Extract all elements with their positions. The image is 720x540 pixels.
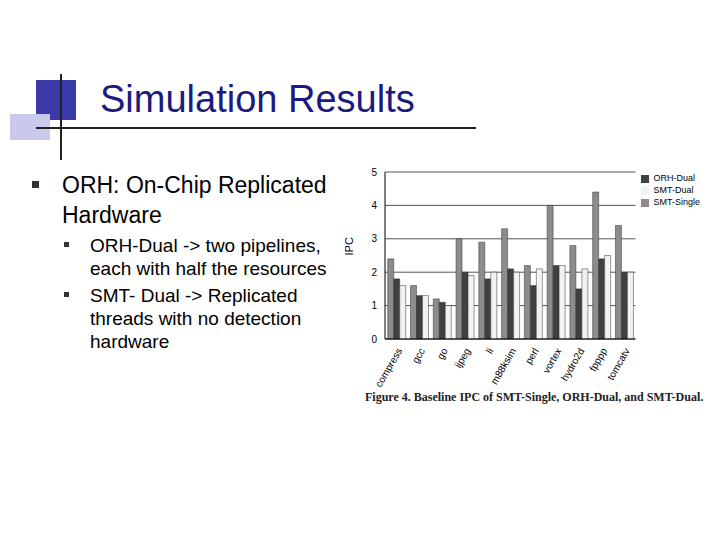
svg-text:4: 4	[371, 200, 377, 211]
svg-text:2: 2	[371, 267, 377, 278]
html-text:Figure 4. Baseline IPC of SMT-: Figure 4. Baseline IPC of SMT-Single, OR…	[365, 390, 704, 404]
svg-text:vortex: vortex	[541, 346, 564, 375]
svg-text:go: go	[435, 346, 450, 362]
svg-text:m88ksim: m88ksim	[489, 346, 519, 386]
svg-text:1: 1	[371, 300, 377, 311]
svg-text:tomcatv: tomcatv	[605, 346, 632, 382]
svg-text:compress: compress	[373, 346, 404, 389]
svg-text:li: li	[484, 346, 496, 355]
html-text:ORH: On-Chip Replicated Hardwa: ORH: On-Chip Replicated Hardware	[62, 172, 327, 228]
html-text:Simulation Results: Simulation Results	[100, 78, 415, 120]
html-text:ORH-Dual -> two pipelines, eac: ORH-Dual -> two pipelines, each with hal…	[90, 235, 327, 279]
svg-text:5: 5	[371, 167, 377, 178]
svg-text:3: 3	[371, 233, 377, 244]
html-text:SMT- Dual -> Replicated thread: SMT- Dual -> Replicated threads with no …	[90, 285, 302, 352]
svg-text:perl: perl	[523, 346, 541, 366]
svg-text:fpppp: fpppp	[587, 346, 609, 374]
svg-text:gcc: gcc	[410, 346, 427, 365]
svg-text:hydro2d: hydro2d	[559, 346, 587, 383]
svg-text:IPC: IPC	[345, 237, 355, 255]
html-text:SMT-Dual: SMT-Dual	[653, 185, 694, 195]
html-text:ORH-Dual: ORH-Dual	[653, 173, 695, 183]
svg-text:0: 0	[371, 334, 377, 345]
svg-text:ijpeg: ijpeg	[452, 346, 472, 370]
html-text:SMT-Single: SMT-Single	[653, 197, 700, 207]
